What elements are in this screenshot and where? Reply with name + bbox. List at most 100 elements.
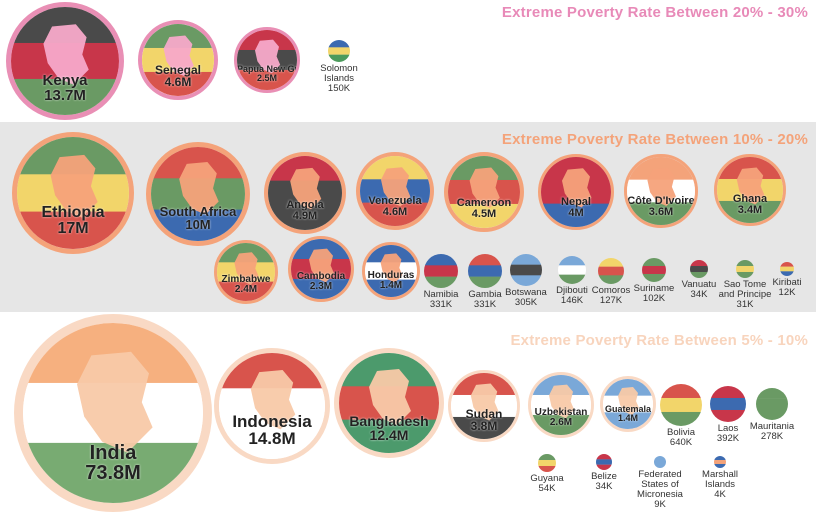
country-name: Gambia [468, 289, 502, 300]
country-bubble-kenya: Kenya 13.7M [6, 2, 124, 120]
country-value: 127K [599, 294, 623, 306]
flag-icon [598, 258, 624, 284]
country-value: 278K [760, 430, 784, 442]
country-value: 331K [473, 298, 497, 310]
country-item-marshall-islands: Marshall Islands 4K [690, 456, 750, 500]
country-item-namibia: Namibia 331K [411, 254, 471, 310]
country-value: 12K [778, 286, 796, 298]
country-bubble-papua-new-guinea: Papua New Guinea2.5M [234, 27, 300, 93]
country-value: 17M [57, 220, 89, 237]
band-20-30: Extreme Poverty Rate Between 20% - 30% [0, 0, 816, 120]
country-value: 2.6M [549, 417, 573, 428]
country-name: Bolivia [667, 427, 695, 438]
country-value: 305K [514, 296, 538, 308]
country-bubble-honduras: Honduras 1.4M [362, 242, 420, 300]
country-value: 102K [642, 292, 666, 304]
flag-icon [558, 256, 586, 284]
country-item-gambia: Gambia 331K [455, 254, 515, 310]
country-value: 3.8M [470, 419, 498, 433]
flag-icon [714, 456, 726, 468]
country-bubble-ghana: Ghana 3.4M [714, 154, 786, 226]
flag-icon [710, 386, 746, 422]
country-value: 2.5M [256, 73, 277, 83]
country-value: 331K [429, 298, 453, 310]
country-item-laos: Laos 392K [698, 386, 758, 444]
country-bubble-cameroon: Cameroon 4.5M [444, 152, 524, 232]
country-item-solomon-islands: Solomon Islands 150K [309, 40, 369, 94]
country-name: Sudan [465, 407, 503, 421]
country-value: 34K [690, 288, 708, 300]
country-name: Angola [286, 199, 324, 211]
flag-icon [468, 254, 502, 288]
country-name: Marshall Islands [702, 469, 738, 490]
country-value: 640K [669, 436, 693, 448]
country-value: 12.4M [369, 427, 409, 443]
country-bubble-nepal: Nepal 4M [538, 154, 614, 230]
country-bubble-guatemala: Guatemala 1.4M [600, 376, 656, 432]
country-value: 4K [714, 488, 726, 500]
flag-icon [660, 384, 702, 426]
country-value: 2.4M [234, 284, 258, 295]
country-name: Sao Tome and Principe [718, 279, 772, 300]
country-value: 4.6M [164, 75, 192, 89]
country-value: 4.5M [471, 208, 497, 220]
band-title: Extreme Poverty Rate Between 20% - 30% [501, 4, 808, 21]
country-item-mauritania: Mauritania 278K [742, 388, 802, 442]
flag-icon [756, 388, 788, 420]
flag-icon [538, 454, 556, 472]
country-bubble-c-te-d-ivoire: Côte D'Ivoire 3.6M [624, 154, 698, 228]
country-bubble-cambodia: Cambodia 2.3M [288, 236, 354, 302]
country-name: Federated States of Micronesia [637, 469, 683, 500]
country-name: Nepal [561, 196, 591, 208]
country-value: 1.4M [617, 413, 638, 423]
country-item-comoros: Comoros 127K [581, 258, 641, 306]
country-name: Zimbabwe [221, 274, 271, 285]
country-bubble-india: India 73.8M [14, 314, 212, 512]
country-item-djibouti: Djibouti 146K [542, 256, 602, 306]
country-value: 2.3M [309, 281, 333, 292]
country-name: Cameroon [456, 197, 512, 209]
country-name: Bangladesh [349, 413, 429, 429]
country-value: 73.8M [85, 462, 141, 484]
flag-icon [654, 456, 666, 468]
band-title: Extreme Poverty Rate Between 5% - 10% [510, 332, 808, 349]
country-value: 3.6M [648, 206, 674, 218]
country-item-bolivia: Bolivia 640K [651, 384, 711, 448]
country-name: Ethiopia [41, 204, 105, 221]
country-item-suriname: Suriname 102K [624, 258, 684, 304]
country-item-vanuatu: Vanuatu 34K [669, 260, 729, 300]
country-name: Guyana [530, 473, 564, 484]
country-value: 392K [716, 432, 740, 444]
country-name: Cambodia [296, 271, 346, 282]
country-value: 4.9M [292, 210, 318, 222]
country-name: Laos [717, 423, 739, 434]
country-value: 3.4M [737, 204, 763, 216]
country-bubble-south-africa: South Africa 10M [146, 142, 250, 246]
country-bubble-uzbekistan: Uzbekistan 2.6M [528, 372, 594, 438]
country-name: Djibouti [556, 285, 588, 296]
country-value: 10M [185, 217, 211, 232]
country-name: Papua New Guinea [237, 64, 300, 74]
country-value: 34K [595, 480, 613, 492]
country-name: Mauritania [749, 421, 795, 432]
band-title: Extreme Poverty Rate Between 10% - 20% [501, 131, 808, 148]
country-bubble-venezuela: Venezuela 4.6M [356, 152, 434, 230]
country-value: 1.4M [379, 280, 403, 291]
country-name: Uzbekistan [534, 407, 588, 418]
flag-icon [328, 40, 350, 62]
country-bubble-senegal: Senegal 4.6M [138, 20, 218, 100]
country-item-kiribati: Kiribati 12K [757, 262, 816, 298]
country-name: Ghana [732, 193, 768, 205]
country-bubble-sudan: Sudan 3.8M [448, 370, 520, 442]
country-name: Belize [591, 471, 617, 482]
country-name: Venezuela [368, 195, 422, 207]
country-name: Solomon Islands [320, 63, 358, 84]
country-item-botswana: Botswana 305K [496, 254, 556, 308]
country-bubble-angola: Angola 4.9M [264, 152, 346, 234]
country-bubble-zimbabwe: Zimbabwe 2.4M [214, 240, 278, 304]
country-name: Botswana [505, 287, 547, 298]
country-value: 14.8M [248, 429, 296, 448]
country-bubble-indonesia: Indonesia 14.8M [214, 348, 330, 464]
country-value: 31K [736, 298, 754, 310]
country-name: Guatemala [604, 404, 652, 414]
